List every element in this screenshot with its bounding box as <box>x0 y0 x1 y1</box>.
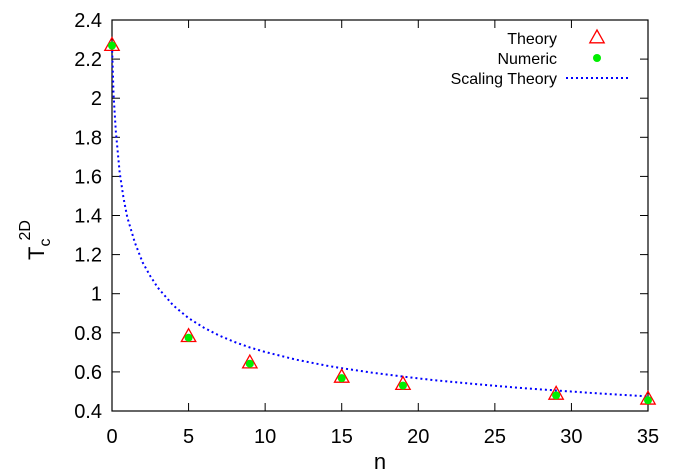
y-axis-title-sup: 2D <box>17 220 34 240</box>
scaling-theory-curve <box>111 45 649 398</box>
y-tick-label: 0.4 <box>74 401 102 423</box>
theory-point <box>241 353 259 369</box>
y-tick-label: 1 <box>91 284 102 306</box>
x-tick-label: 25 <box>484 426 506 448</box>
legend-label: Theory <box>507 31 557 48</box>
y-tick-label: 2.2 <box>74 49 102 71</box>
legend-theory-symbol <box>588 28 606 44</box>
numeric-point <box>108 41 116 50</box>
x-tick-label: 35 <box>637 426 659 448</box>
series-layer <box>103 36 657 405</box>
x-axis-title: n <box>374 449 386 471</box>
legend-label: Numeric <box>497 51 557 68</box>
y-tick-label: 0.8 <box>74 323 102 345</box>
y-tick-label: 2.4 <box>74 10 102 32</box>
numeric-point <box>552 391 561 400</box>
y-axis-title: Tc2D <box>17 220 54 260</box>
y-tick-label: 1.4 <box>74 206 102 228</box>
numeric-point <box>337 374 346 383</box>
y-tick-label: 1.2 <box>74 245 102 267</box>
x-tick-label: 20 <box>407 426 429 448</box>
x-tick-label: 30 <box>560 426 582 448</box>
y-tick-label: 1.8 <box>74 127 102 149</box>
x-tick-label: 10 <box>254 426 276 448</box>
numeric-point <box>245 359 254 368</box>
legend: Theory Numeric Scaling Theory <box>451 28 630 88</box>
x-axis-ticks: 0 5 10 15 20 25 30 35 <box>106 20 659 448</box>
x-tick-label: 15 <box>331 426 353 448</box>
y-axis-title-sub: c <box>37 239 54 247</box>
numeric-point <box>184 333 193 342</box>
y-axis-title-main: T <box>24 247 49 260</box>
legend-numeric-symbol <box>593 54 601 62</box>
numeric-point <box>644 396 652 405</box>
y-tick-label: 0.6 <box>74 362 102 384</box>
x-tick-label: 0 <box>106 426 117 448</box>
y-tick-label: 1.6 <box>74 166 102 188</box>
x-tick-label: 5 <box>183 426 194 448</box>
y-tick-label: 2 <box>91 88 102 110</box>
theory-point <box>333 368 351 383</box>
y-axis-ticks: 0.4 0.6 0.8 1 1.2 1.4 1.6 1.8 2 2.2 2.4 <box>74 10 648 423</box>
numeric-point <box>398 381 407 390</box>
legend-label: Scaling Theory <box>451 71 557 88</box>
